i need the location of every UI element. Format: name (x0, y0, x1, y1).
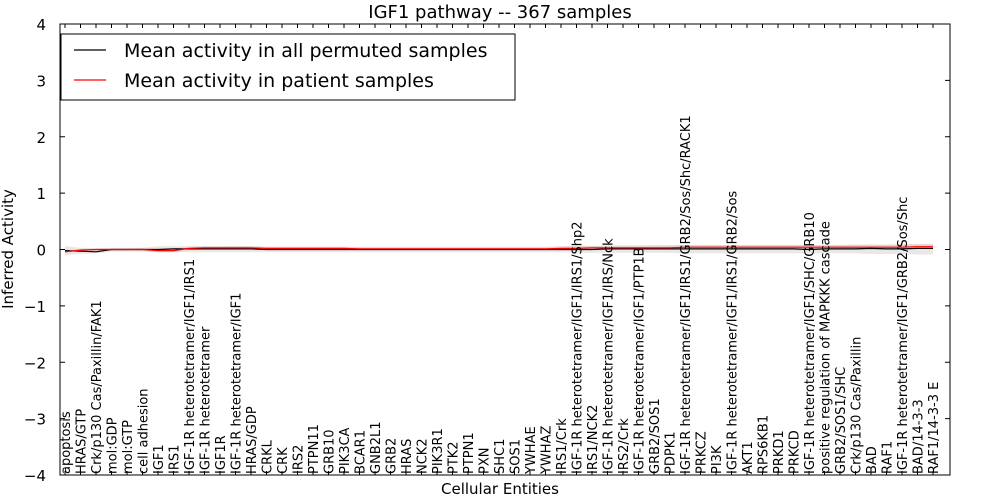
legend: Mean activity in all permuted samples Me… (60, 33, 516, 101)
x-tick-label: IGF1 (152, 444, 167, 474)
x-tick-label: IGF-1R heterotetramer/IGF1/SHC/GRB10 (803, 212, 818, 474)
x-tick-label: RAF1/14-3-3 E (927, 382, 942, 474)
x-tick-label: mol:GTP (121, 420, 136, 474)
x-tick-label: PRKCD (788, 430, 803, 474)
legend-label-patient: Mean activity in patient samples (124, 70, 434, 92)
x-tick-label: IGF-1R heterotetramer/IGF1/IRS1 (183, 259, 198, 474)
x-tick-label: IGF1R (214, 435, 229, 474)
x-tick-label: mol:GDP (106, 417, 121, 474)
y-tick-label: −3 (24, 411, 46, 429)
x-tick-label: apoptosis (59, 411, 74, 474)
x-tick-label: IGF-1R heterotetramer/IGF1/PTP1B (633, 247, 648, 474)
x-tick-label: HRAS (400, 439, 415, 474)
y-tick-label: −1 (24, 298, 46, 316)
x-tick-label: Crk/p130 Cas/Paxillin (850, 337, 865, 474)
chart-title: IGF1 pathway -- 367 samples (368, 2, 631, 23)
x-tick-label: IRS1/NCK2 (586, 405, 601, 474)
x-tick-label: IGF-1R heterotetramer/IGF1/IRS1/GRB2/Sos… (679, 115, 694, 474)
x-tick-label: PTPN11 (307, 424, 322, 474)
x-tick-label: PXN (478, 448, 493, 474)
y-tick-label: −2 (24, 354, 46, 372)
y-tick-label: 1 (36, 185, 46, 203)
x-tick-label: HRAS/GDP (245, 406, 260, 474)
legend-label-permuted: Mean activity in all permuted samples (124, 40, 487, 62)
x-tick-label: Crk/p130 Cas/Paxillin/FAK1 (90, 300, 105, 474)
x-tick-label: GNB2L1 (369, 421, 384, 474)
x-tick-label: YWHAE (524, 426, 539, 475)
x-tick-label: BCAR1 (354, 430, 369, 474)
x-tick-label: IGF-1R heterotetramer/IGF1/IRS1/Shp2 (571, 221, 586, 474)
y-tick-label: 4 (36, 16, 46, 34)
x-tick-label: AKT1 (741, 441, 756, 474)
x-tick-label: GRB2/SOS1 (648, 398, 663, 474)
x-tick-label: PDPK1 (664, 432, 679, 475)
plot-frame (59, 23, 951, 476)
x-tick-label: PIK3R1 (431, 428, 446, 474)
x-tick-label: IRS2 (292, 445, 307, 474)
y-tick-label: 0 (36, 242, 46, 260)
x-axis-label: Cellular Entities (441, 480, 559, 498)
x-tick-label: SHC1 (493, 439, 508, 474)
x-tick-label: PRKD1 (772, 430, 787, 474)
x-tick-label: IRS2/Crk (617, 418, 632, 474)
x-tick-label: IGF-1R heterotetramer/IGF1/IRS/Nck (602, 238, 617, 474)
x-tick-label: IGF-1R heterotetramer/IGF1/IRS1/GRB2/Sos (726, 191, 741, 474)
y-tick-label: −4 (24, 467, 46, 485)
y-ticks: 4 3 2 1 0 −1 −2 −3 −4 (24, 16, 950, 485)
x-tick-label: IGF-1R heterotetramer/IGF1 (230, 293, 245, 474)
x-tick-label: HRAS/GTP (75, 409, 90, 474)
x-tick-label: GRB2 (385, 438, 400, 474)
x-tick-label: PRKCZ (695, 431, 710, 474)
x-tick-label: RPS6KB1 (757, 415, 772, 474)
x-tick-label: BAD (865, 446, 880, 474)
x-tick-label: CRKL (261, 439, 276, 474)
x-tick-label: GRB2/SOS1/SHC (834, 367, 849, 474)
series-line (64, 246, 933, 253)
y-axis-label: Inferred Activity (0, 189, 17, 309)
x-tick-label: NCK2 (416, 438, 431, 474)
x-tick-label: GRB10 (323, 429, 338, 474)
x-tick-label: SOS1 (509, 439, 524, 474)
y-tick-label: 2 (36, 129, 46, 147)
y-tick-label: 3 (36, 72, 46, 90)
series-lines (64, 246, 933, 253)
x-tick-label: IGF-1R heterotetramer (199, 326, 214, 474)
x-tick-label: BAD/14-3-3 (912, 399, 927, 474)
legend-box (60, 33, 516, 101)
x-tick-label: PTK2 (447, 441, 462, 474)
x-tick-label: cell adhesion (137, 388, 152, 474)
x-tick-label: YWHAZ (540, 426, 555, 475)
x-tick-label: CRK (276, 447, 291, 474)
x-tick-label: IRS1/Crk (555, 418, 570, 474)
x-tick-label: IRS1 (168, 445, 183, 474)
x-ticks: apoptosis HRAS/GTP Crk/p130 Cas/Paxillin/F… (59, 24, 942, 475)
x-tick-label: PIK3CA (338, 427, 353, 474)
x-tick-label: PTPN1 (462, 432, 477, 474)
x-tick-label: positive regulation of MAPKKK cascade (819, 221, 834, 474)
x-tick-label: RAF1 (881, 441, 896, 474)
x-tick-label: PI3K (710, 445, 725, 474)
x-tick-label: IGF-1R heterotetramer/IGF1/GRB2/Sos/Shc (896, 197, 911, 474)
